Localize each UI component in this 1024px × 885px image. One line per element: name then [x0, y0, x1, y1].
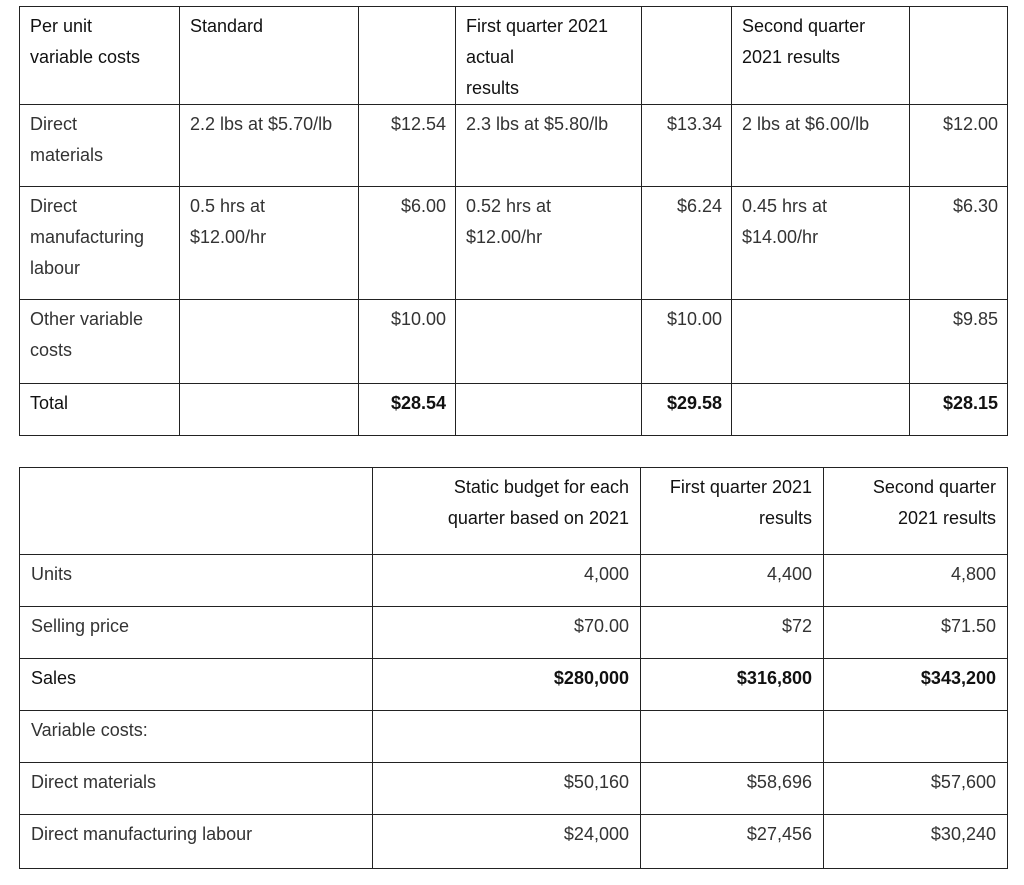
cell: $28.15 — [909, 383, 1008, 436]
cell: 0.5 hrs at $12.00/hr — [179, 186, 359, 300]
table-row: Variable costs: — [19, 710, 1008, 763]
table-row: Other variable costs $10.00 $10.00 $9.85 — [19, 299, 1008, 384]
variable-costs-table: Per unit variable costs Standard First q… — [19, 6, 1008, 436]
cell: $50,160 — [372, 762, 641, 815]
row-label: Direct materials — [19, 104, 180, 187]
cell: $12.00 — [909, 104, 1008, 187]
table-row: Direct materials 2.2 lbs at $5.70/lb $12… — [19, 104, 1008, 187]
cell — [640, 710, 824, 763]
cell: 4,400 — [640, 554, 824, 607]
header-cell: Static budget for each quarter based on … — [372, 467, 641, 555]
cell: 2.3 lbs at $5.80/lb — [455, 104, 642, 187]
cell: $10.00 — [641, 299, 732, 384]
table-row: Direct manufacturing labour $24,000 $27,… — [19, 814, 1008, 869]
cell — [455, 383, 642, 436]
row-label: Sales — [19, 658, 373, 711]
cell: $72 — [640, 606, 824, 659]
cell — [372, 710, 641, 763]
total-row: Total $28.54 $29.58 $28.15 — [19, 383, 1008, 436]
table-row: Sales $280,000 $316,800 $343,200 — [19, 658, 1008, 711]
row-label: Direct materials — [19, 762, 373, 815]
header-cell: First quarter 2021 actual results — [455, 6, 642, 105]
cell — [455, 299, 642, 384]
cell: $12.54 — [358, 104, 456, 187]
cell: $280,000 — [372, 658, 641, 711]
header-cell — [358, 6, 456, 105]
cell — [731, 299, 910, 384]
cell: $6.24 — [641, 186, 732, 300]
header-cell: Second quarter 2021 results — [823, 467, 1008, 555]
cell: $13.34 — [641, 104, 732, 187]
cell — [731, 383, 910, 436]
header-cell: First quarter 2021 results — [640, 467, 824, 555]
table-row: Selling price $70.00 $72 $71.50 — [19, 606, 1008, 659]
cell: 0.45 hrs at $14.00/hr — [731, 186, 910, 300]
header-cell: Standard — [179, 6, 359, 105]
header-cell: Per unit variable costs — [19, 6, 180, 105]
cell: 4,000 — [372, 554, 641, 607]
cell: $58,696 — [640, 762, 824, 815]
cell: $28.54 — [358, 383, 456, 436]
header-cell — [641, 6, 732, 105]
cell: 0.52 hrs at $12.00/hr — [455, 186, 642, 300]
row-label: Direct manufacturing labour — [19, 186, 180, 300]
table-row: Direct materials $50,160 $58,696 $57,600 — [19, 762, 1008, 815]
cell: $57,600 — [823, 762, 1008, 815]
cell — [823, 710, 1008, 763]
cell: $6.00 — [358, 186, 456, 300]
cell: $9.85 — [909, 299, 1008, 384]
table-header-row: Per unit variable costs Standard First q… — [19, 6, 1008, 105]
cell: $71.50 — [823, 606, 1008, 659]
cell: 2.2 lbs at $5.70/lb — [179, 104, 359, 187]
row-label: Other variable costs — [19, 299, 180, 384]
cell — [179, 299, 359, 384]
cell: 2 lbs at $6.00/lb — [731, 104, 910, 187]
row-label: Total — [19, 383, 180, 436]
cell: $10.00 — [358, 299, 456, 384]
row-label: Units — [19, 554, 373, 607]
cell: $27,456 — [640, 814, 824, 869]
cell: $316,800 — [640, 658, 824, 711]
cell: $70.00 — [372, 606, 641, 659]
table-row: Units 4,000 4,400 4,800 — [19, 554, 1008, 607]
header-cell: Second quarter 2021 results — [731, 6, 910, 105]
row-label: Selling price — [19, 606, 373, 659]
header-cell — [909, 6, 1008, 105]
table-row: Direct manufacturing labour 0.5 hrs at $… — [19, 186, 1008, 300]
table-header-row: Static budget for each quarter based on … — [19, 467, 1008, 555]
header-cell — [19, 467, 373, 555]
cell: $343,200 — [823, 658, 1008, 711]
row-label: Variable costs: — [19, 710, 373, 763]
cell: $30,240 — [823, 814, 1008, 869]
budget-table: Static budget for each quarter based on … — [19, 467, 1008, 869]
row-label: Direct manufacturing labour — [19, 814, 373, 869]
cell: $24,000 — [372, 814, 641, 869]
cell: $29.58 — [641, 383, 732, 436]
cell — [179, 383, 359, 436]
cell: 4,800 — [823, 554, 1008, 607]
cell: $6.30 — [909, 186, 1008, 300]
